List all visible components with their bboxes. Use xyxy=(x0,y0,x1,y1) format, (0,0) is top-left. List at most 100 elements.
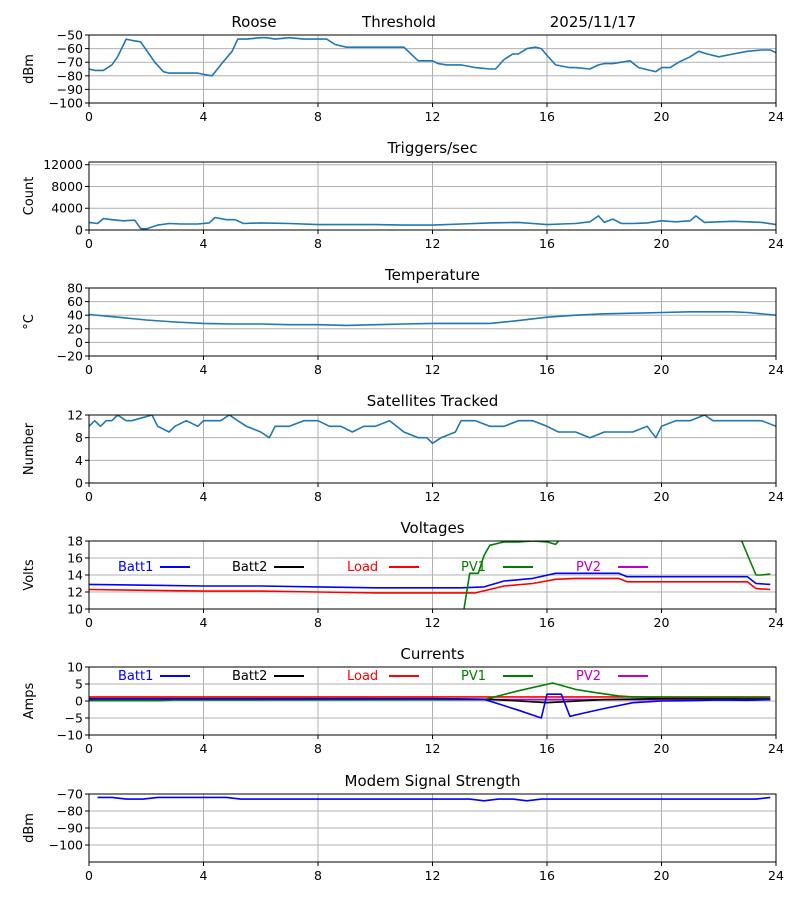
x-tick-label: 8 xyxy=(314,489,322,504)
x-tick-label: 12 xyxy=(425,868,441,883)
y-tick-label: 18 xyxy=(67,534,83,549)
legend-label-pv1: PV1 xyxy=(461,560,486,575)
legend-label-pv1: PV1 xyxy=(461,669,486,684)
x-tick-label: 12 xyxy=(425,741,441,756)
header-mode: Threshold xyxy=(361,13,436,31)
x-tick-label: 20 xyxy=(654,489,670,504)
y-tick-label: −100 xyxy=(49,838,83,853)
panel-title: Modem Signal Strength xyxy=(345,772,521,790)
x-tick-label: 0 xyxy=(85,489,93,504)
x-tick-label: 0 xyxy=(85,868,93,883)
series-line-temperature xyxy=(89,310,776,327)
y-tick-label: −5 xyxy=(65,711,83,726)
x-tick-label: 16 xyxy=(539,489,555,504)
x-tick-label: 24 xyxy=(768,362,784,377)
series-line-modem xyxy=(97,796,771,802)
y-tick-label: 16 xyxy=(67,551,83,566)
x-tick-label: 8 xyxy=(314,362,322,377)
x-tick-label: 4 xyxy=(200,362,208,377)
panel-voltages: 0 4 8 12 16 20 24 18 16 14 12 10 Voltages Volts Batt1 B… xyxy=(22,519,784,630)
x-tick-label: 4 xyxy=(200,868,208,883)
y-axis-label: Volts xyxy=(22,559,37,591)
x-tick-label: 20 xyxy=(654,615,670,630)
x-tick-label: 0 xyxy=(85,109,93,124)
legend-label-pv2: PV2 xyxy=(576,560,601,575)
panel-triggers: 0 4 8 12 16 20 24 12000 8000 4000 0 Triggers/sec Cou… xyxy=(22,139,784,251)
series-line-batt1 xyxy=(89,693,771,719)
x-tick-label: 0 xyxy=(85,236,93,251)
y-tick-label: −80 xyxy=(57,68,83,83)
y-tick-label: 0 xyxy=(75,335,83,350)
panel-title: Currents xyxy=(400,645,464,663)
header-station: Roose xyxy=(231,13,276,31)
x-tick-label: 0 xyxy=(85,362,93,377)
y-axis-label: dBm xyxy=(22,813,37,843)
y-tick-label: −20 xyxy=(57,349,83,364)
series-line-triggers xyxy=(89,215,776,230)
series-line-pv1 xyxy=(463,541,560,609)
panel-satellites: 0 4 8 12 16 20 24 12 8 4 0 Satellites Tracked Number xyxy=(22,392,784,504)
panel-modem: 0 4 8 12 16 20 24 −70 −80 −90 −100 Modem Signal Str… xyxy=(22,772,784,883)
y-tick-label: 10 xyxy=(67,660,83,675)
x-tick-label: 24 xyxy=(768,236,784,251)
y-tick-label: 10 xyxy=(67,602,83,617)
x-tick-label: 24 xyxy=(768,109,784,124)
y-tick-label: 8000 xyxy=(51,179,83,194)
x-tick-label: 24 xyxy=(768,741,784,756)
x-tick-label: 24 xyxy=(768,615,784,630)
y-tick-label: −90 xyxy=(57,821,83,836)
x-tick-label: 16 xyxy=(539,109,555,124)
x-tick-label: 4 xyxy=(200,489,208,504)
legend-label-load: Load xyxy=(347,669,378,684)
x-tick-label: 8 xyxy=(314,615,322,630)
x-tick-label: 0 xyxy=(85,741,93,756)
y-tick-label: 0 xyxy=(75,476,83,491)
y-tick-label: 12 xyxy=(67,585,83,600)
panel-title: Triggers/sec xyxy=(387,139,478,157)
x-tick-label: 8 xyxy=(314,868,322,883)
x-tick-label: 8 xyxy=(314,109,322,124)
y-axis-label: °C xyxy=(22,314,37,330)
panel-title: Voltages xyxy=(400,519,464,537)
y-tick-label: −100 xyxy=(49,96,83,111)
x-tick-label: 12 xyxy=(425,109,441,124)
x-tick-label: 16 xyxy=(539,615,555,630)
series-line-pv1 xyxy=(740,541,771,576)
y-tick-label: 12000 xyxy=(43,157,83,172)
y-tick-label: 4000 xyxy=(51,201,83,216)
legend-label-batt2: Batt2 xyxy=(232,669,267,684)
x-tick-label: 0 xyxy=(85,615,93,630)
y-axis-label: Number xyxy=(22,422,37,475)
x-tick-label: 20 xyxy=(654,868,670,883)
x-tick-label: 20 xyxy=(654,362,670,377)
x-tick-label: 4 xyxy=(200,741,208,756)
x-tick-label: 20 xyxy=(654,741,670,756)
panel-signal: 0 4 8 12 16 20 24 −50−60−70−80−90−100 dBm xyxy=(22,28,784,125)
y-tick-label: 5 xyxy=(75,677,83,692)
y-axis-label: Amps xyxy=(22,682,37,719)
y-tick-label: 12 xyxy=(67,408,83,423)
x-tick-label: 24 xyxy=(768,868,784,883)
y-tick-label: −80 xyxy=(57,804,83,819)
y-tick-label: −50 xyxy=(57,28,83,43)
legend-label-batt1: Batt1 xyxy=(118,560,153,575)
x-tick-label: 12 xyxy=(425,362,441,377)
series-line-batt1 xyxy=(89,572,771,589)
x-tick-label: 12 xyxy=(425,615,441,630)
y-tick-label: 20 xyxy=(67,321,83,336)
x-tick-label: 4 xyxy=(200,615,208,630)
y-tick-label: 4 xyxy=(75,453,83,468)
y-axis-label: Count xyxy=(22,177,37,216)
legend-label-batt2: Batt2 xyxy=(232,560,267,575)
y-tick-label: 0 xyxy=(75,694,83,709)
x-tick-label: 8 xyxy=(314,236,322,251)
x-tick-label: 16 xyxy=(539,868,555,883)
y-axis-label: dBm xyxy=(22,54,37,84)
x-tick-label: 4 xyxy=(200,236,208,251)
y-tick-label: 60 xyxy=(67,294,83,309)
y-tick-label: −70 xyxy=(57,55,83,70)
series-line-pv1 xyxy=(89,682,771,702)
